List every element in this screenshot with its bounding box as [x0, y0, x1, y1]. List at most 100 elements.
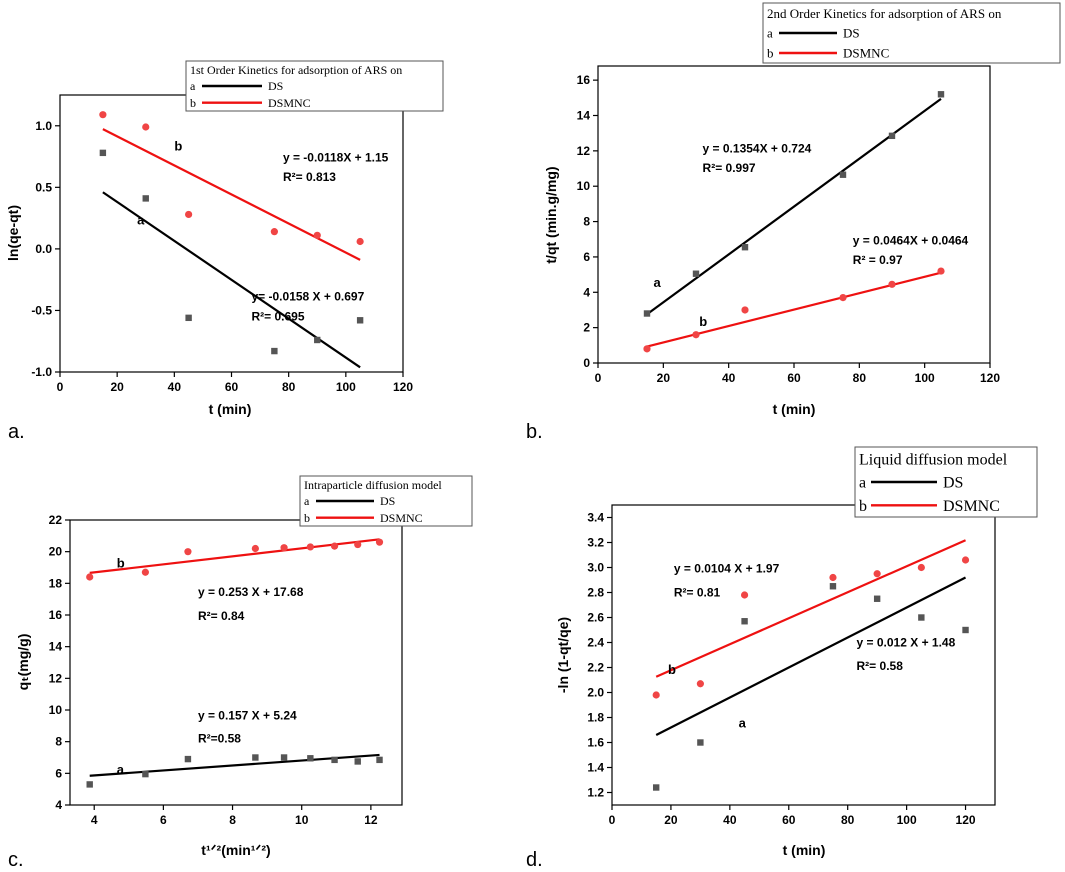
plot-frame — [611, 504, 996, 806]
data-point-dsmnc — [643, 345, 651, 353]
data-point-ds — [376, 756, 383, 764]
annotation: b — [174, 138, 182, 153]
chart-panel-a: 0 20 40 60 80 100 120 -1.0 -0.5 0.0 0.5 1.0 t (min) l… — [5, 60, 444, 443]
y-tick-label: 2.2 — [587, 661, 604, 675]
data-point-dsmnc — [917, 563, 925, 572]
x-tick-label: 60 — [787, 371, 801, 385]
y-axis-label: qₜ(mg/g) — [15, 634, 31, 691]
annotation: a — [739, 716, 747, 731]
plot-frame — [69, 519, 403, 806]
data-point-dsmnc — [86, 573, 94, 581]
legend-entry-label: DSMNC — [843, 46, 889, 61]
x-axis-label: t¹ᐟ²(min¹ᐟ²) — [201, 842, 270, 858]
y-axis-label: -ln (1-qt/qe) — [555, 617, 571, 693]
data-point-ds — [184, 755, 192, 763]
x-tick-label: 4 — [91, 813, 98, 827]
annotation: y = 0.157 X + 5.24 — [198, 709, 297, 723]
legend: Intraparticle diffusion model a DS b DSMNC — [299, 475, 473, 527]
plot-frame — [59, 94, 404, 373]
x-tick-label: 120 — [393, 380, 413, 394]
annotation: R²= 0.58 — [857, 659, 904, 673]
y-axis-label: t/qt (min.g/mg) — [543, 166, 559, 263]
data-point-dsmnc — [185, 210, 193, 219]
data-point-dsmnc — [141, 568, 149, 576]
x-axis-label: t (min) — [783, 842, 826, 858]
annotation: R²=0.58 — [198, 731, 241, 745]
annotation: a — [117, 762, 125, 777]
y-tick-label: 16 — [49, 608, 63, 622]
y-tick-label: 4 — [55, 798, 62, 812]
y-tick-label: 1.2 — [587, 786, 604, 800]
data-point-ds — [86, 781, 93, 788]
legend-title: Liquid diffusion model — [859, 452, 1008, 469]
data-point-ds — [185, 314, 192, 322]
annotation: a — [654, 275, 662, 290]
y-tick-label: 1.0 — [35, 119, 52, 133]
x-tick-label: 80 — [853, 371, 867, 385]
data-point-ds — [962, 626, 969, 634]
y-tick-label: 2.8 — [587, 586, 604, 600]
data-point-dsmnc — [839, 293, 847, 302]
data-point-ds — [873, 595, 881, 602]
x-tick-label: 0 — [595, 371, 602, 385]
data-point-dsmnc — [306, 543, 314, 551]
data-point-ds — [888, 132, 896, 140]
y-tick-label: 1.4 — [587, 761, 604, 775]
legend-key: b — [767, 46, 774, 61]
data-point-ds — [99, 149, 107, 157]
data-point-dsmnc — [696, 680, 704, 688]
fit-line-dsmnc — [655, 539, 966, 678]
y-tick-label: 10 — [49, 703, 63, 717]
x-tick-label: 0 — [609, 813, 616, 827]
x-tick-label: 80 — [841, 813, 855, 827]
legend-key: b — [304, 511, 310, 525]
y-tick-label: 6 — [55, 766, 62, 780]
legend: 2nd Order Kinetics for adsorption of ARS… — [762, 2, 1061, 64]
fit-line-dsmnc — [646, 271, 942, 348]
chart-panel-c: 4 6 8 10 12 4 6 8 10 12 14 16 18 20 22 t¹ᐟ²(min¹ᐟ²) qₜ(m… — [8, 475, 473, 871]
y-tick-label: 10 — [577, 179, 591, 193]
x-tick-label: 0 — [57, 380, 64, 394]
data-point-ds — [314, 336, 321, 344]
y-tick-label: 12 — [49, 671, 63, 685]
data-point-ds — [829, 583, 837, 590]
x-tick-label: 20 — [110, 380, 124, 394]
x-tick-label: 100 — [336, 380, 356, 394]
y-tick-label: 6 — [583, 250, 590, 264]
y-tick-label: 1.6 — [587, 736, 604, 750]
annotation: a — [137, 212, 145, 227]
data-point-dsmnc — [313, 231, 321, 239]
y-tick-label: 2.6 — [587, 611, 604, 625]
y-tick-label: 8 — [583, 215, 590, 229]
data-point-ds — [354, 758, 361, 765]
legend: 1st Order Kinetics for adsorption of ARS… — [185, 60, 444, 112]
data-point-dsmnc — [354, 540, 362, 549]
annotation: R²= 0.813 — [283, 170, 336, 184]
y-tick-label: 1.8 — [587, 711, 604, 725]
y-tick-label: 8 — [55, 735, 62, 749]
y-tick-label: 14 — [577, 109, 591, 123]
y-tick-label: 14 — [49, 640, 63, 654]
data-point-dsmnc — [142, 123, 150, 131]
annotation: y = 0.0104 X + 1.97 — [674, 562, 780, 576]
annotation: R²= 0.695 — [252, 309, 305, 323]
legend-key: a — [304, 494, 310, 508]
data-point-dsmnc — [99, 111, 107, 119]
legend-entry-label: DSMNC — [268, 96, 311, 110]
legend-key: a — [859, 475, 866, 492]
y-tick-label: 12 — [577, 144, 591, 158]
data-point-dsmnc — [740, 591, 749, 599]
legend-entry-label: DS — [268, 79, 283, 93]
data-point-dsmnc — [829, 573, 837, 582]
data-point-dsmnc — [873, 570, 881, 578]
annotation: b — [117, 556, 125, 571]
x-tick-label: 20 — [664, 813, 678, 827]
y-tick-label: 2 — [583, 321, 590, 335]
x-tick-label: 100 — [915, 371, 935, 385]
y-tick-label: -0.5 — [31, 303, 52, 317]
data-point-dsmnc — [888, 280, 896, 288]
x-tick-label: 20 — [657, 371, 671, 385]
annotation: y = 0.012 X + 1.48 — [857, 635, 956, 649]
x-tick-label: 6 — [160, 813, 167, 827]
annotation: y= -0.0158 X + 0.697 — [252, 290, 365, 304]
